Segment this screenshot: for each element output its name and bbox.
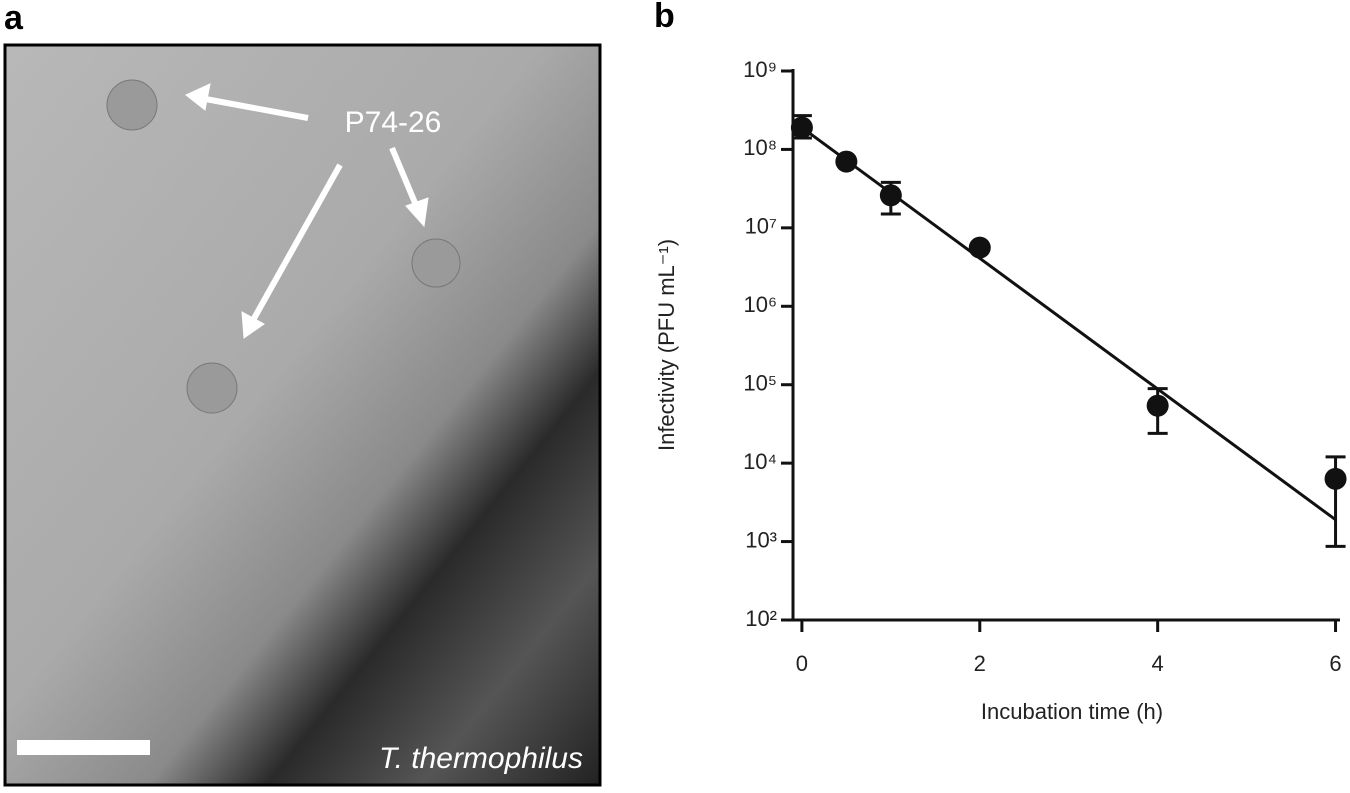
y-tick-label: 10³ bbox=[745, 527, 777, 552]
data-point bbox=[1324, 467, 1347, 490]
data-point bbox=[1146, 394, 1169, 417]
y-tick-label: 10⁴ bbox=[743, 449, 777, 474]
x-tick-label: 6 bbox=[1329, 651, 1341, 676]
x-tick-label: 4 bbox=[1152, 651, 1164, 676]
data-point bbox=[968, 236, 991, 259]
micrograph bbox=[3, 43, 602, 787]
y-tick-label: 10² bbox=[745, 606, 777, 631]
y-tick-label: 10⁶ bbox=[743, 292, 777, 317]
phage bbox=[106, 79, 158, 131]
caption: T. thermophilus bbox=[379, 742, 583, 775]
x-tick-label: 2 bbox=[974, 651, 986, 676]
y-axis-label: Infectivity (PFU mL⁻¹) bbox=[654, 239, 679, 451]
y-tick-label: 10⁵ bbox=[743, 371, 777, 396]
x-axis-label: Incubation time (h) bbox=[981, 699, 1163, 724]
phage bbox=[411, 238, 461, 288]
micrograph-panel: P74-26 T. thermophilus a bbox=[3, 0, 602, 787]
phage bbox=[186, 362, 238, 414]
panel-label: b bbox=[654, 0, 675, 35]
fit-line bbox=[801, 126, 1337, 521]
x-tick-label: 0 bbox=[796, 651, 808, 676]
y-tick-label: 10⁹ bbox=[743, 57, 777, 82]
y-tick-label: 10⁷ bbox=[745, 214, 777, 239]
panel-label: a bbox=[4, 0, 24, 37]
data-point bbox=[790, 116, 813, 139]
y-tick-label: 10⁸ bbox=[743, 135, 777, 160]
data-point bbox=[835, 150, 858, 173]
annotation: P74-26 bbox=[345, 106, 442, 139]
arrows bbox=[185, 83, 429, 339]
scale-bar bbox=[17, 740, 150, 755]
data-point bbox=[879, 184, 902, 207]
